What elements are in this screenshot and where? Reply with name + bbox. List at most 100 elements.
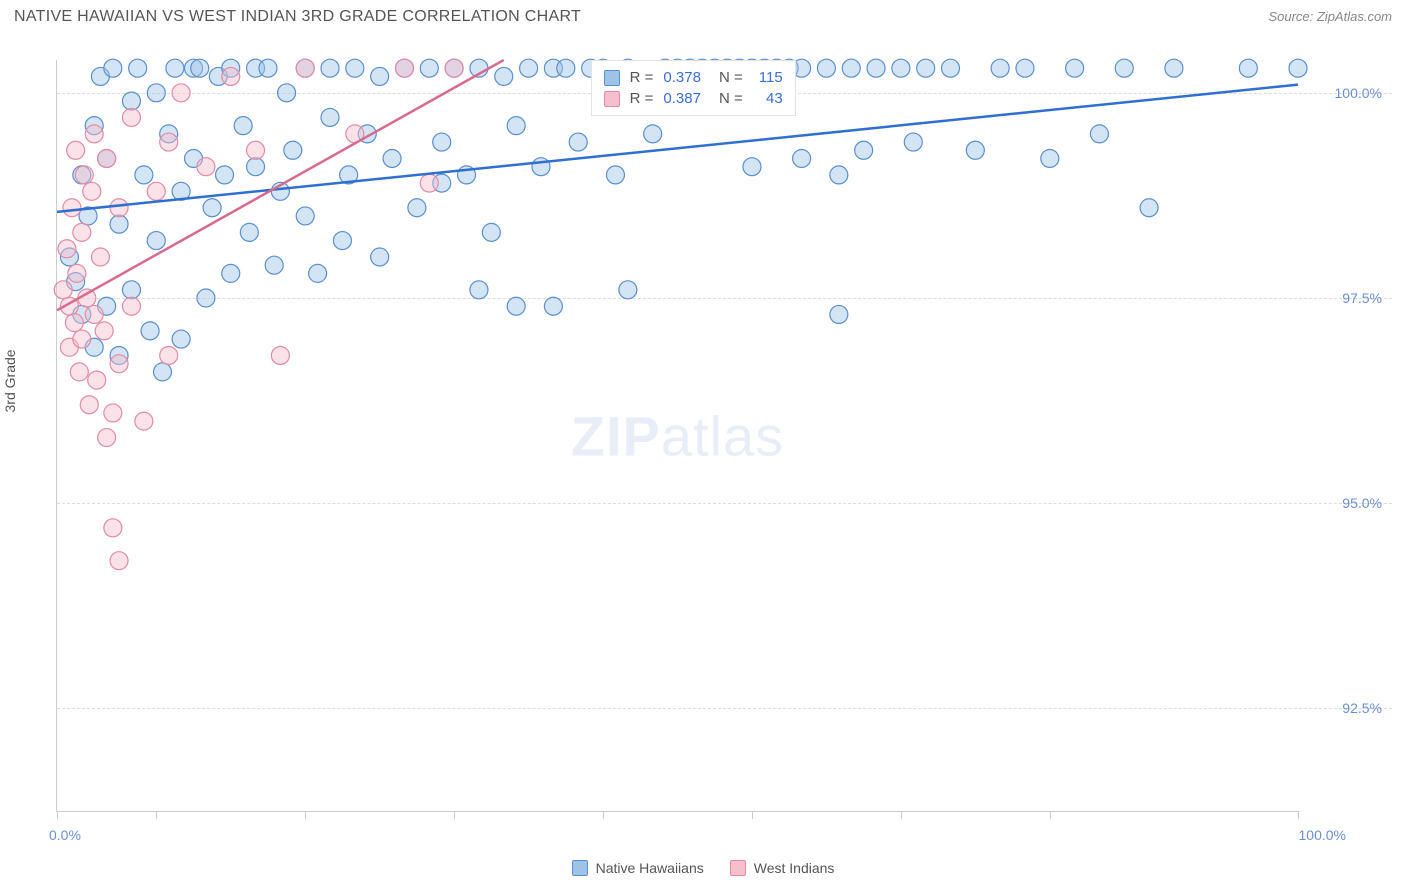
scatter-point xyxy=(80,396,98,414)
scatter-point xyxy=(321,108,339,126)
scatter-point xyxy=(73,223,91,241)
scatter-point xyxy=(135,412,153,430)
scatter-point xyxy=(203,199,221,217)
scatter-point xyxy=(129,59,147,77)
y-axis-label: 3rd Grade xyxy=(2,349,18,412)
scatter-point xyxy=(1016,59,1034,77)
scatter-point xyxy=(95,322,113,340)
scatter-point xyxy=(98,149,116,167)
stats-n-label: N = xyxy=(719,90,743,107)
scatter-point xyxy=(1090,125,1108,143)
scatter-point xyxy=(346,59,364,77)
x-tick xyxy=(57,811,58,819)
scatter-point xyxy=(817,59,835,77)
scatter-svg xyxy=(57,60,1298,811)
header-bar: NATIVE HAWAIIAN VS WEST INDIAN 3RD GRADE… xyxy=(0,0,1406,32)
scatter-point xyxy=(408,199,426,217)
scatter-point xyxy=(371,67,389,85)
scatter-point xyxy=(793,149,811,167)
scatter-point xyxy=(110,215,128,233)
legend-item-native-hawaiians: Native Hawaiians xyxy=(572,860,704,876)
scatter-point xyxy=(153,363,171,381)
stats-n-value: 43 xyxy=(753,90,783,107)
scatter-point xyxy=(309,264,327,282)
stats-r-value: 0.387 xyxy=(663,90,701,107)
scatter-point xyxy=(265,256,283,274)
scatter-point xyxy=(904,133,922,151)
scatter-point xyxy=(122,297,140,315)
scatter-point xyxy=(191,59,209,77)
scatter-point xyxy=(470,281,488,299)
x-tick xyxy=(752,811,753,819)
scatter-point xyxy=(166,59,184,77)
scatter-point xyxy=(520,59,538,77)
scatter-point xyxy=(135,166,153,184)
scatter-point xyxy=(85,305,103,323)
x-max-label: 100.0% xyxy=(1299,827,1346,843)
scatter-point xyxy=(284,141,302,159)
scatter-point xyxy=(1041,149,1059,167)
scatter-point xyxy=(110,355,128,373)
scatter-point xyxy=(278,84,296,102)
scatter-point xyxy=(65,314,83,332)
scatter-point xyxy=(482,223,500,241)
scatter-point xyxy=(606,166,624,184)
chart-container: 3rd Grade ZIPatlas 92.5%95.0%97.5%100.0%… xyxy=(14,40,1392,832)
legend-label: West Indians xyxy=(754,860,835,876)
scatter-point xyxy=(507,297,525,315)
legend-swatch xyxy=(572,860,588,876)
scatter-point xyxy=(91,248,109,266)
scatter-point xyxy=(495,67,513,85)
stats-n-label: N = xyxy=(719,69,743,86)
scatter-point xyxy=(296,207,314,225)
scatter-point xyxy=(63,199,81,217)
scatter-point xyxy=(110,552,128,570)
legend-swatch xyxy=(730,860,746,876)
stats-box: R =0.378N =115R =0.387N =43 xyxy=(591,60,796,116)
y-tick-label: 100.0% xyxy=(1335,85,1382,101)
scatter-point xyxy=(88,371,106,389)
scatter-point xyxy=(110,199,128,217)
scatter-point xyxy=(1165,59,1183,77)
legend-item-west-indians: West Indians xyxy=(730,860,835,876)
x-tick xyxy=(603,811,604,819)
scatter-point xyxy=(98,429,116,447)
scatter-point xyxy=(172,84,190,102)
scatter-point xyxy=(867,59,885,77)
y-tick-label: 92.5% xyxy=(1342,700,1382,716)
scatter-point xyxy=(644,125,662,143)
stats-r-label: R = xyxy=(630,90,654,107)
scatter-point xyxy=(172,330,190,348)
stats-n-value: 115 xyxy=(753,69,783,86)
scatter-point xyxy=(371,248,389,266)
scatter-point xyxy=(75,166,93,184)
scatter-point xyxy=(544,297,562,315)
scatter-point xyxy=(855,141,873,159)
scatter-point xyxy=(1115,59,1133,77)
scatter-point xyxy=(917,59,935,77)
scatter-point xyxy=(296,59,314,77)
scatter-point xyxy=(240,223,258,241)
scatter-point xyxy=(942,59,960,77)
scatter-point xyxy=(1289,59,1307,77)
scatter-point xyxy=(420,174,438,192)
y-tick-label: 97.5% xyxy=(1342,290,1382,306)
x-tick xyxy=(1298,811,1299,819)
scatter-point xyxy=(197,289,215,307)
plot-area: ZIPatlas 92.5%95.0%97.5%100.0%0.0%100.0%… xyxy=(56,60,1298,812)
x-tick xyxy=(156,811,157,819)
scatter-point xyxy=(1140,199,1158,217)
x-tick xyxy=(1050,811,1051,819)
scatter-point xyxy=(68,264,86,282)
scatter-point xyxy=(991,59,1009,77)
scatter-point xyxy=(104,404,122,422)
scatter-point xyxy=(433,133,451,151)
scatter-point xyxy=(259,59,277,77)
scatter-point xyxy=(147,182,165,200)
stats-swatch xyxy=(604,70,620,86)
x-tick xyxy=(305,811,306,819)
scatter-point xyxy=(420,59,438,77)
stats-row: R = 0.387 N = 43 xyxy=(604,88,783,109)
scatter-point xyxy=(85,125,103,143)
scatter-point xyxy=(67,141,85,159)
